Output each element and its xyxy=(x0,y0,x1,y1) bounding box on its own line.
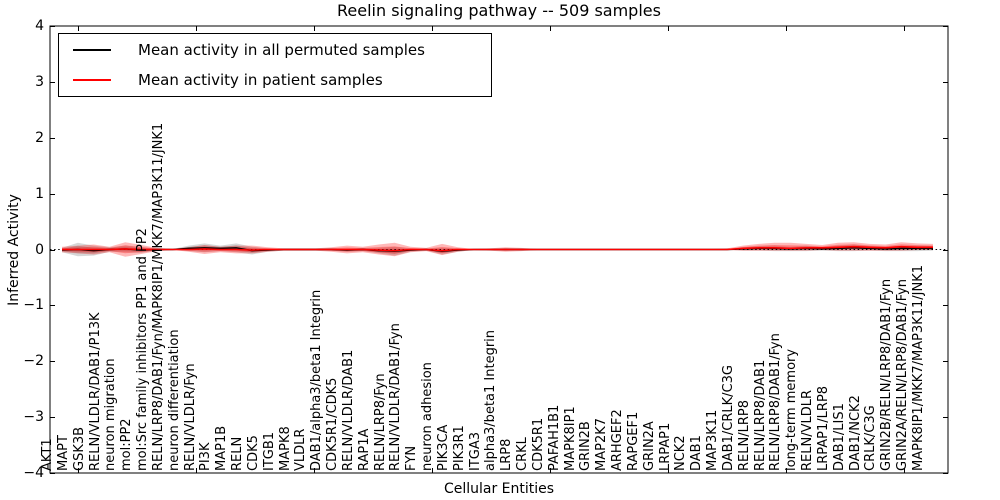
x-entity-label: MAPK8IP1/MKK7/MAP3K11/JNK1 xyxy=(911,264,926,471)
plot-border xyxy=(49,25,949,474)
legend: Mean activity in all permuted samples Me… xyxy=(58,33,492,97)
y-tick-label: 3 xyxy=(35,73,44,90)
legend-entry-patient: Mean activity in patient samples xyxy=(59,66,491,94)
x-entity-label: CDK5 xyxy=(245,435,261,471)
legend-entry-permuted: Mean activity in all permuted samples xyxy=(59,36,491,64)
x-entity-label: ITGB1 xyxy=(261,431,277,471)
x-entity-label: MAP2K7 xyxy=(594,417,610,471)
x-entity-label: LRPAP1 xyxy=(657,422,673,471)
x-entity-label: MAP3K11 xyxy=(705,409,721,471)
x-entity-label: MAP1B xyxy=(214,425,230,471)
x-entity-label: RELN/VLDLR/Fyn xyxy=(182,363,198,471)
y-tick-label: −3 xyxy=(23,409,44,426)
x-entity-label: CDK5R1/CDK5 xyxy=(325,377,341,471)
x-entity-label: LRP8 xyxy=(499,438,515,471)
x-entity-label: GRIN2A/RELN/LRP8/DAB1/Fyn xyxy=(895,278,911,471)
x-entity-label: RAPGEF1 xyxy=(625,411,641,471)
x-entity-label: mol:PP2 xyxy=(119,418,135,471)
y-tick-label: −1 xyxy=(23,297,44,314)
legend-label-permuted: Mean activity in all permuted samples xyxy=(138,41,425,59)
x-entity-label: GRIN2A xyxy=(641,421,657,471)
x-entity-label: GSK3B xyxy=(71,426,87,471)
x-entity-label: VLDLR xyxy=(293,428,309,471)
x-entity-label: PI3K xyxy=(198,442,214,471)
x-entity-label: PIK3R1 xyxy=(451,425,467,471)
x-entity-label: PIK3CA xyxy=(435,424,451,471)
x-entity-label: AKT1 xyxy=(40,438,55,471)
x-entity-label: RELN/LRP8/DAB1/Fyn/MAPK8IP1/MKK7/MAP3K11… xyxy=(150,122,166,471)
x-entity-label: NCK2 xyxy=(673,435,689,471)
x-entity-label: RELN/LRP8 xyxy=(736,400,752,471)
y-tick-label: 1 xyxy=(35,185,44,202)
x-entity-label: MAPK8 xyxy=(277,426,293,471)
x-entity-label: MAPK8IP1 xyxy=(562,406,578,471)
x-entity-label: GRIN2B xyxy=(578,421,594,471)
x-entity-label: ARHGEF2 xyxy=(610,409,626,471)
x-entity-label: GRIN2B/RELN/LRP8/DAB1/Fyn xyxy=(879,278,895,471)
x-entity-label: RELN/LRP8/DAB1/Fyn xyxy=(768,333,784,471)
x-entity-label: neuron migration xyxy=(103,358,119,471)
y-tick-label: 2 xyxy=(35,129,44,146)
x-entity-label: CRLK/C3G xyxy=(863,405,879,471)
x-entity-label: CDK5R1 xyxy=(530,417,546,471)
x-entity-label: CRKL xyxy=(515,437,531,471)
x-entity-label: neuron differentiation xyxy=(166,329,182,471)
x-entity-label: alpha3/beta1 Integrin xyxy=(483,329,499,471)
patient-mean-line xyxy=(62,245,933,252)
x-entity-label: RAP1A xyxy=(356,428,372,471)
x-entity-label: neuron adhesion xyxy=(420,362,436,471)
x-entity-label: DAB1/NCK2 xyxy=(847,395,863,471)
permuted-line-swatch xyxy=(73,49,111,51)
y-tick-label: 0 xyxy=(35,241,44,258)
y-tick-label: −4 xyxy=(23,465,44,481)
x-entity-label: mol:Src family inhibitors PP1 and PP2 xyxy=(135,228,151,471)
x-entity-label: DAB1/LIS1 xyxy=(831,403,847,471)
x-entity-label: RELN/LRP8/DAB1 xyxy=(752,359,768,471)
legend-label-patient: Mean activity in patient samples xyxy=(138,71,383,89)
x-entity-label: long-term memory xyxy=(784,348,800,471)
x-entity-label: RELN/VLDLR/DAB1 xyxy=(340,349,356,471)
x-entity-label: PAFAH1B1 xyxy=(546,404,562,471)
y-tick-label: −2 xyxy=(23,353,44,370)
x-entity-label: DAB1 xyxy=(689,435,705,471)
x-entity-label: DAB1/alpha3/beta1 Integrin xyxy=(309,289,325,471)
x-entity-label: ITGA3 xyxy=(467,431,483,471)
x-axis-label: Cellular Entities xyxy=(443,481,555,497)
x-entity-label: FYN xyxy=(404,445,420,471)
x-entity-label: RELN xyxy=(230,436,246,471)
x-entity-label: MAPT xyxy=(55,435,71,471)
x-entity-label: LRPAP1/LRP8 xyxy=(815,385,831,471)
x-entity-label: RELN/VLDLR xyxy=(800,389,816,471)
x-entity-label: DAB1/CRLK/C3G xyxy=(720,365,736,471)
chart-title: Reelin signaling pathway -- 509 samples xyxy=(337,1,661,20)
patient-line-swatch xyxy=(73,79,111,81)
x-entity-label: RELN/VLDLR/DAB1/P13K xyxy=(87,312,103,471)
x-entity-label: RELN/VLDLR/DAB1/Fyn xyxy=(388,323,404,471)
x-entity-label: RELN/LRP8/Fyn xyxy=(372,373,388,471)
y-tick-label: 4 xyxy=(35,18,44,34)
